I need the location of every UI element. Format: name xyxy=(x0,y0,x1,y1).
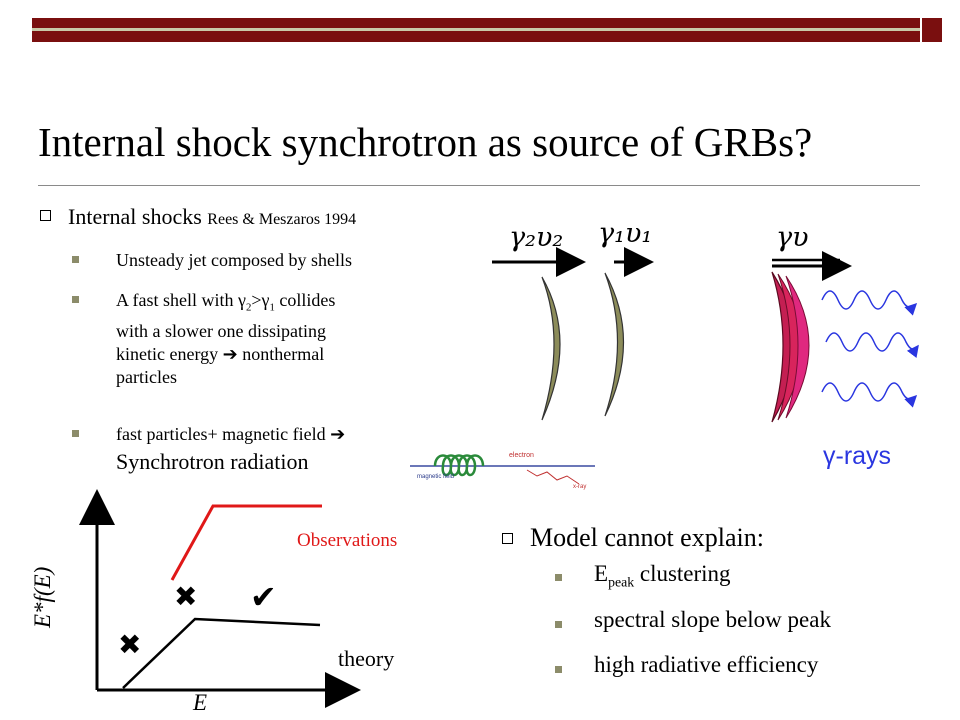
bullet-fast-shell: A fast shell with γ2>γ1 collides with a … xyxy=(116,289,335,389)
xray-squiggle xyxy=(526,469,580,485)
magnetic-field-label: magnetic field xyxy=(417,474,454,480)
synchrotron-radiation-text: Synchrotron radiation xyxy=(116,449,309,474)
fast-shell-line2: with a slower one dissipating xyxy=(116,320,326,341)
epeak-subscript: peak xyxy=(608,574,635,590)
fast-shell-line4: particles xyxy=(116,366,177,387)
observations-curve xyxy=(170,504,322,581)
top-decorative-bar xyxy=(32,18,920,42)
top-bar-stripe xyxy=(32,28,920,31)
synchrotron-sketch: electron magnetic field x-ray xyxy=(410,452,595,490)
spectrum-y-label: E*f(E) xyxy=(30,566,55,628)
epeak-clustering-text: clustering xyxy=(634,561,731,586)
cross-icon: ✖ xyxy=(174,580,198,613)
fast-shell-line3b: nonthermal xyxy=(237,343,325,364)
fast-shell-text-a: A fast shell with γ xyxy=(116,290,246,310)
right-arrow-icon: ➔ xyxy=(330,424,346,445)
gamma-rays-label: γ-rays xyxy=(823,442,892,470)
internal-shocks-heading: Internal shocks xyxy=(68,204,202,229)
fast-particles-text: fast particles+ magnetic field xyxy=(116,424,331,444)
citation: Rees & Meszaros 1994 xyxy=(207,211,357,228)
sub-bullet-icon xyxy=(72,430,79,437)
shell-2 xyxy=(541,276,561,421)
slide-title: Internal shock synchrotron as source of … xyxy=(38,119,813,165)
right-arrow-icon: ➔ xyxy=(222,343,238,365)
merged-shell-front xyxy=(785,275,810,419)
shells-diagram xyxy=(492,247,919,423)
spectrum-x-label: E xyxy=(193,690,208,715)
electron-helix xyxy=(433,454,485,477)
label-shell1-velocity: γ₁υ₁ xyxy=(598,218,653,249)
bullet-epeak-clustering: Epeak clustering xyxy=(594,561,731,591)
title-divider xyxy=(38,185,920,186)
bullet-unsteady-jet: Unsteady jet composed by shells xyxy=(116,250,352,270)
gamma1-subscript: 1 xyxy=(269,301,275,314)
sub-bullet-icon xyxy=(555,666,562,673)
square-bullet-icon xyxy=(40,210,51,221)
theory-curve xyxy=(122,617,321,689)
bullet-radiative-efficiency: high radiative efficiency xyxy=(594,652,819,677)
fast-shell-text-c: collides xyxy=(274,290,336,310)
gamma2-subscript: 2 xyxy=(245,301,252,314)
gamma-wave-3 xyxy=(821,382,918,408)
shell-1 xyxy=(604,272,624,417)
observations-label: Observations xyxy=(297,530,398,551)
gamma-wave-2 xyxy=(825,332,919,358)
electron-label: electron xyxy=(509,452,534,459)
gamma-wave-1 xyxy=(821,290,918,316)
label-merged-velocity: γυ xyxy=(776,222,809,253)
spectrum-sketch xyxy=(79,489,361,708)
bullet-internal-shocks: Internal shocks Rees & Meszaros 1994 xyxy=(68,204,356,230)
bullet-spectral-slope: spectral slope below peak xyxy=(594,607,831,632)
model-cannot-explain-heading: Model cannot explain: xyxy=(530,523,764,552)
cross-icon: ✖ xyxy=(118,628,142,661)
xray-label: x-ray xyxy=(573,484,586,490)
square-bullet-icon xyxy=(502,533,513,544)
label-shell2-velocity: γ₂υ₂ xyxy=(509,222,564,253)
sub-bullet-icon xyxy=(555,574,562,581)
sub-bullet-icon xyxy=(555,621,562,628)
fast-shell-text-b: >γ xyxy=(251,290,270,310)
fast-shell-line3a: kinetic energy xyxy=(116,343,223,364)
bullet-synchrotron: fast particles+ magnetic field ➔ Synchro… xyxy=(116,423,345,473)
check-icon: ✔ xyxy=(250,578,277,616)
epeak-e: E xyxy=(594,561,609,586)
top-decorative-square xyxy=(922,18,942,42)
sub-bullet-icon xyxy=(72,256,79,263)
sub-bullet-icon xyxy=(72,296,79,303)
theory-label: theory xyxy=(338,646,395,671)
